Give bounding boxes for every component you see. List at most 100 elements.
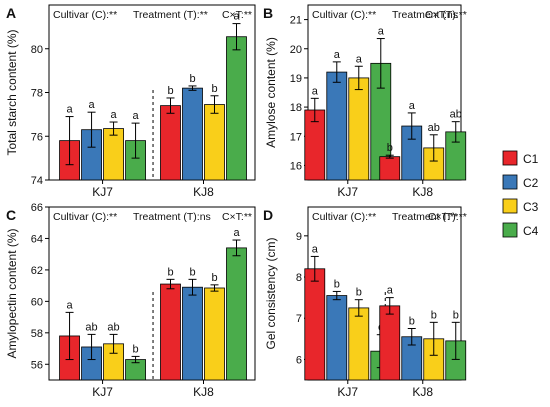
y-tick-label: 21 [290,15,302,27]
bar-C2-KJ8 [182,286,203,381]
significance-letter: b [167,266,173,278]
y-tick-label: 18 [290,102,302,114]
bar-C3-KJ8 [204,287,225,381]
legend-label-C2: C2 [523,176,539,190]
x-tick-label-KJ7: KJ7 [92,385,113,399]
anova-cultivar: Cultivar (C):** [53,9,117,21]
x-tick-label-KJ7: KJ7 [337,185,358,199]
significance-letter: b [431,309,437,321]
bar-C1-KJ8 [379,156,401,181]
bar-C2-KJ8 [182,87,203,181]
plot-frame [48,206,256,381]
y-tick-label: 80 [31,44,43,56]
legend-swatch-C3 [502,198,518,214]
bar-C4-KJ8 [226,247,247,381]
significance-letter: a [66,299,73,311]
significance-letter: b [356,287,362,299]
significance-letter: a [233,11,240,23]
significance-letter: b [189,266,195,278]
legend-swatch-C4 [502,222,518,238]
panel-letter-A: A [6,5,16,21]
anova-interaction: C×T:** [222,9,252,21]
significance-letter: b [334,278,340,290]
significance-letter: a [409,100,416,112]
significance-letter: ab [107,321,119,333]
bar-C1-KJ8 [379,305,401,381]
y-tick-label: 76 [31,131,43,143]
x-tick-label-KJ8: KJ8 [412,385,433,399]
x-tick-label-KJ7: KJ7 [337,385,358,399]
y-tick-label: 8 [296,272,302,284]
y-axis-label: Amylopectin content (%) [5,228,19,358]
significance-letter: a [334,49,341,61]
x-tick-label-KJ8: KJ8 [193,385,214,399]
y-tick-label: 9 [296,231,302,243]
anova-cultivar: Cultivar (C):** [312,9,376,21]
y-axis-label: Gel consistency (cm) [264,237,278,349]
anova-treatment: Treatment (T):ns [133,211,211,223]
anova-treatment: Treatment (T):** [392,9,467,21]
y-tick-label: 16 [290,160,302,172]
panel-letter-B: B [263,5,273,21]
anova-cultivar: Cultivar (C):** [53,211,117,223]
significance-letter: b [132,343,138,355]
y-tick-label: 58 [31,328,43,340]
bar-C1-KJ7 [304,268,326,381]
significance-letter: a [378,26,385,38]
significance-letter: b [387,142,393,154]
significance-letter: a [312,243,319,255]
bar-C3-KJ7 [348,307,370,381]
anova-interaction: C×T:** [428,211,458,223]
y-tick-label: 56 [31,359,43,371]
bar-C4-KJ8 [226,36,247,181]
significance-letter: b [211,272,217,284]
bar-C3-KJ7 [103,128,124,181]
legend-label-C4: C4 [523,224,539,238]
significance-letter: b [211,83,217,95]
y-tick-label: 74 [31,175,43,187]
significance-letter: a [66,104,73,116]
y-tick-label: 7 [296,313,302,325]
significance-letter: b [189,73,195,85]
significance-letter: b [409,316,415,328]
y-tick-label: 19 [290,73,302,85]
significance-letter: ab [450,109,462,121]
anova-treatment: Treatment (T):** [392,211,467,223]
y-tick-label: 20 [290,44,302,56]
legend-label-C3: C3 [523,200,539,214]
bar-C2-KJ7 [326,295,348,381]
significance-letter: a [312,85,319,97]
bar-C1-KJ8 [160,105,181,181]
significance-letter: a [387,285,394,297]
legend-swatch-C2 [502,174,518,190]
significance-letter: b [167,85,173,97]
y-axis-label: Total starch content (%) [5,29,19,155]
y-tick-label: 66 [31,202,43,214]
anova-interaction: C×T:** [222,211,252,223]
bar-C3-KJ8 [204,104,225,181]
y-tick-label: 6 [296,354,302,366]
significance-letter: a [88,99,95,111]
legend-label-C1: C1 [523,152,539,166]
anova-cultivar: Cultivar (C):** [312,211,376,223]
significance-letter: ab [428,122,440,134]
x-tick-label-KJ8: KJ8 [412,185,433,199]
bar-C1-KJ8 [160,283,181,381]
y-tick-label: 64 [31,233,43,245]
significance-letter: b [453,309,459,321]
bar-C2-KJ7 [326,71,348,181]
bar-C3-KJ7 [348,77,370,181]
x-tick-label-KJ7: KJ7 [92,185,113,199]
significance-letter: a [110,109,117,121]
y-tick-label: 62 [31,265,43,277]
anova-treatment: Treatment (T):** [133,9,208,21]
anova-interaction: C×T:ns [425,9,458,21]
panel-letter-D: D [263,207,273,223]
panel-letter-C: C [6,207,16,223]
y-tick-label: 78 [31,88,43,100]
y-tick-label: 17 [290,131,302,143]
legend-swatch-C1 [502,150,518,166]
significance-letter: a [233,227,240,239]
y-tick-label: 60 [31,296,43,308]
